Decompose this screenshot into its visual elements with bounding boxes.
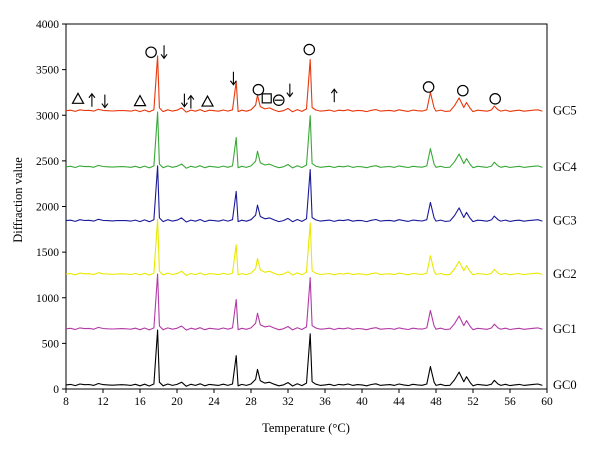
plot-frame — [65, 23, 548, 390]
x-tick-label: 44 — [393, 396, 405, 408]
series-lines — [65, 55, 543, 387]
down-arrow-head — [101, 103, 109, 109]
y-tick-label: 2000 — [36, 202, 59, 214]
axes: 8 12 16 20 24 28 32 36 40 44 48 52 56 60 0 500 1000 1500 2… — [36, 19, 553, 408]
y-tick-label: 3500 — [36, 65, 59, 77]
up-arrow-head — [187, 94, 195, 100]
x-tick-label: 24 — [208, 396, 220, 408]
circle-marker-icon — [303, 43, 316, 56]
series-line-gc5 — [65, 55, 543, 113]
y-tick-label: 1000 — [36, 293, 59, 305]
circle-marker-icon — [252, 83, 265, 96]
circle-minus-marker-icon — [272, 94, 285, 106]
square-marker-icon — [261, 93, 272, 104]
y-tick-label: 3000 — [36, 110, 59, 122]
x-tick-label: 56 — [504, 396, 516, 408]
x-tick-label: 8 — [63, 396, 69, 408]
series-line-gc0 — [65, 329, 543, 387]
x-tick-label: 36 — [319, 396, 331, 408]
series-label-gc1: GC1 — [553, 322, 577, 336]
peak-annotations — [71, 43, 501, 109]
x-tick-label: 28 — [245, 396, 257, 408]
up-arrow-head — [330, 88, 338, 94]
down-arrow-head — [180, 102, 188, 108]
circle-marker-icon — [489, 93, 501, 105]
y-tick-label: 0 — [53, 384, 59, 396]
x-axis-title: Temperature (°C) — [262, 421, 350, 435]
series-label-gc4: GC4 — [553, 160, 577, 174]
series-label-gc2: GC2 — [553, 267, 577, 281]
triangle-marker-icon — [71, 92, 85, 104]
series-label-gc5: GC5 — [553, 104, 577, 118]
x-tick-label: 40 — [356, 396, 368, 408]
series-label-gc0: GC0 — [553, 378, 577, 392]
y-tick-label: 4000 — [36, 19, 59, 31]
triangle-marker-icon — [133, 94, 147, 107]
circle-marker-icon — [457, 84, 469, 97]
triangle-marker-icon — [201, 94, 215, 107]
x-tick-label: 16 — [134, 396, 146, 408]
x-tick-label: 20 — [171, 396, 183, 408]
x-tick-label: 48 — [430, 396, 442, 408]
series-label-gc3: GC3 — [553, 214, 577, 228]
y-tick-label: 500 — [42, 338, 60, 350]
up-arrow-head — [88, 92, 96, 99]
down-arrow-head — [229, 80, 237, 86]
y-tick-label: 1500 — [36, 247, 59, 259]
circle-marker-icon — [422, 81, 435, 93]
series-labels: GC0 GC1 GC2 GC3 GC4 GC5 — [553, 104, 577, 392]
y-axis-title: Diffraction value — [11, 157, 25, 243]
series-line-gc2 — [65, 218, 543, 276]
series-line-gc1 — [65, 273, 543, 331]
circle-marker-icon — [145, 46, 157, 59]
y-tick-label: 2500 — [36, 156, 59, 168]
x-tick-label: 52 — [467, 396, 479, 408]
series-line-gc4 — [65, 111, 543, 169]
x-tick-label: 12 — [97, 396, 109, 408]
series-line-gc3 — [65, 165, 543, 223]
x-tick-label: 60 — [541, 396, 553, 408]
down-arrow-head — [286, 92, 294, 98]
x-tick-label: 32 — [282, 396, 294, 408]
down-arrow-head — [160, 53, 168, 60]
